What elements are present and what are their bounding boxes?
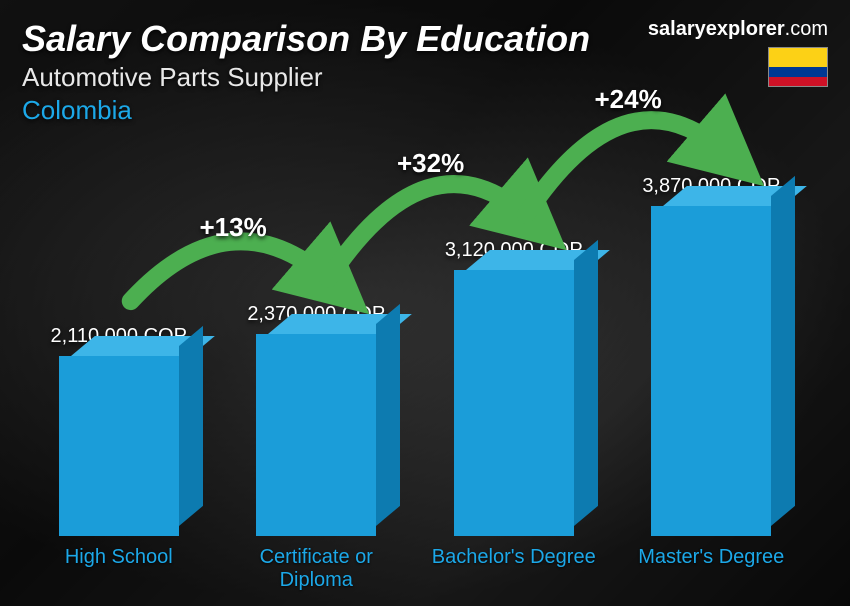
- bar-front-face: [256, 334, 376, 536]
- brand-suffix: .com: [785, 18, 828, 40]
- title-block: Salary Comparison By Education Automotiv…: [22, 18, 590, 126]
- bar-3d: [59, 356, 179, 536]
- bar-category-label: Bachelor's Degree: [432, 546, 596, 596]
- bar-3d: [256, 334, 376, 536]
- bar-group: 2,110,000 COP High School: [30, 325, 208, 596]
- bar-category-label: Certificate or Diploma: [228, 546, 406, 596]
- country: Colombia: [22, 95, 590, 126]
- country-flag: [768, 47, 828, 87]
- brand-name: salaryexplorer: [648, 18, 785, 40]
- brand-logo: salaryexplorer.com: [648, 18, 828, 41]
- bar-side-face: [376, 304, 400, 526]
- bar-group: 3,870,000 COP Master's Degree: [623, 175, 801, 596]
- bar-side-face: [179, 326, 203, 526]
- arc-percent-label: +32%: [397, 148, 464, 179]
- header: Salary Comparison By Education Automotiv…: [22, 18, 828, 126]
- bar-3d: [454, 270, 574, 536]
- bar-front-face: [59, 356, 179, 536]
- flag-stripe-bottom: [769, 77, 827, 87]
- bar-side-face: [771, 176, 795, 526]
- bar-group: 3,120,000 COP Bachelor's Degree: [425, 239, 603, 596]
- main-title: Salary Comparison By Education: [22, 18, 590, 60]
- subtitle: Automotive Parts Supplier: [22, 62, 590, 93]
- bar-group: 2,370,000 COP Certificate or Diploma: [228, 303, 406, 596]
- arc-percent-label: +13%: [200, 212, 267, 243]
- flag-stripe-middle: [769, 67, 827, 77]
- bars-container: 2,110,000 COP High School 2,370,000 COP …: [30, 145, 800, 596]
- arc-percent-label: +24%: [595, 84, 662, 115]
- bar-category-label: High School: [65, 546, 173, 596]
- bar-front-face: [651, 206, 771, 536]
- bar-3d: [651, 206, 771, 536]
- brand-block: salaryexplorer.com: [648, 18, 828, 87]
- chart-area: 2,110,000 COP High School 2,370,000 COP …: [30, 145, 800, 596]
- bar-side-face: [574, 240, 598, 526]
- bar-category-label: Master's Degree: [638, 546, 784, 596]
- bar-front-face: [454, 270, 574, 536]
- flag-stripe-top: [769, 48, 827, 67]
